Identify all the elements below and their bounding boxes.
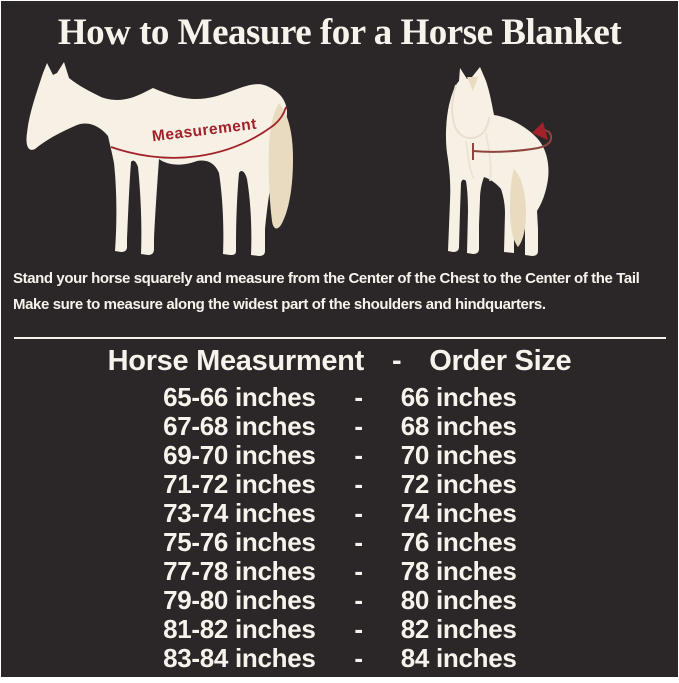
table-row: 79-80 inches - 80 inches bbox=[1, 586, 678, 615]
row-measurement: 65-66 inches bbox=[163, 382, 316, 412]
horse-tail bbox=[268, 103, 293, 229]
table-row: 71-72 inches - 72 inches bbox=[1, 470, 678, 499]
row-measurement: 73-74 inches bbox=[163, 498, 316, 528]
row-separator: - bbox=[354, 440, 363, 470]
front-horse-silhouette bbox=[445, 67, 549, 256]
front-horse-forelock bbox=[467, 77, 478, 91]
row-measurement: 77-78 inches bbox=[163, 556, 316, 586]
table-row: 69-70 inches - 70 inches bbox=[1, 441, 678, 470]
measurement-line bbox=[110, 106, 287, 159]
table-body: 65-66 inches - 66 inches 67-68 inches - … bbox=[1, 383, 678, 673]
row-separator: - bbox=[354, 527, 363, 557]
row-size: 70 inches bbox=[400, 440, 517, 470]
row-size: 82 inches bbox=[400, 614, 517, 644]
row-size: 84 inches bbox=[400, 643, 517, 673]
table-row: 81-82 inches - 82 inches bbox=[1, 615, 678, 644]
front-horse-face-line bbox=[451, 84, 490, 140]
row-size: 66 inches bbox=[400, 382, 517, 412]
row-measurement: 71-72 inches bbox=[163, 469, 316, 499]
row-separator: - bbox=[354, 469, 363, 499]
front-horse-illustration bbox=[445, 67, 553, 256]
table-header: Horse Measurment - Order Size bbox=[1, 344, 678, 378]
row-measurement: 69-70 inches bbox=[163, 440, 316, 470]
row-size: 68 inches bbox=[400, 411, 517, 441]
row-separator: - bbox=[354, 643, 363, 673]
row-measurement: 67-68 inches bbox=[163, 411, 316, 441]
row-separator: - bbox=[354, 411, 363, 441]
row-size: 80 inches bbox=[400, 585, 517, 615]
side-horse-illustration: Measurement bbox=[26, 62, 293, 256]
row-separator: - bbox=[354, 614, 363, 644]
size-table: Horse Measurment - Order Size 65-66 inch… bbox=[1, 344, 678, 673]
row-separator: - bbox=[354, 498, 363, 528]
row-measurement: 75-76 inches bbox=[163, 527, 316, 557]
row-size: 72 inches bbox=[400, 469, 517, 499]
header-separator: - bbox=[391, 345, 402, 377]
row-measurement: 81-82 inches bbox=[163, 614, 316, 644]
measurement-arrow-line bbox=[472, 129, 553, 153]
instruction-line-2: Make sure to measure along the widest pa… bbox=[13, 296, 546, 313]
horse-body-silhouette bbox=[26, 62, 288, 256]
row-separator: - bbox=[354, 556, 363, 586]
table-row: 65-66 inches - 66 inches bbox=[1, 383, 678, 412]
row-separator: - bbox=[354, 585, 363, 615]
front-horse-chest-crease-right bbox=[485, 132, 492, 182]
front-horse-tail bbox=[510, 169, 526, 247]
row-measurement: 79-80 inches bbox=[163, 585, 316, 615]
page-title: How to Measure for a Horse Blanket bbox=[57, 12, 622, 53]
row-measurement: 83-84 inches bbox=[163, 643, 316, 673]
row-separator: - bbox=[354, 382, 363, 412]
table-row: 67-68 inches - 68 inches bbox=[1, 412, 678, 441]
table-row: 73-74 inches - 74 inches bbox=[1, 499, 678, 528]
instructions-text: Stand your horse squarely and measure fr… bbox=[13, 266, 673, 318]
measurement-arrow-head-icon bbox=[532, 122, 548, 140]
row-size: 78 inches bbox=[400, 556, 517, 586]
row-size: 74 inches bbox=[400, 498, 517, 528]
divider-line bbox=[14, 337, 666, 339]
header-measurement-label: Horse Measurment bbox=[107, 345, 365, 377]
instruction-line-1: Stand your horse squarely and measure fr… bbox=[13, 270, 640, 287]
table-row: 75-76 inches - 76 inches bbox=[1, 528, 678, 557]
front-horse-chest-crease-left bbox=[465, 140, 475, 180]
row-size: 76 inches bbox=[400, 527, 517, 557]
table-row: 83-84 inches - 84 inches bbox=[1, 644, 678, 673]
header-size-label: Order Size bbox=[429, 345, 572, 377]
table-row: 77-78 inches - 78 inches bbox=[1, 557, 678, 586]
